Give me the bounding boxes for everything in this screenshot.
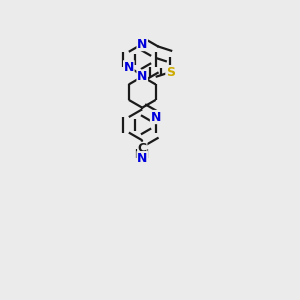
Text: N: N (137, 152, 147, 165)
Text: N: N (137, 70, 147, 83)
Text: S: S (166, 66, 175, 79)
Text: N: N (151, 110, 161, 124)
Text: C: C (138, 142, 147, 155)
Text: N: N (137, 38, 147, 50)
Text: N: N (124, 61, 134, 74)
